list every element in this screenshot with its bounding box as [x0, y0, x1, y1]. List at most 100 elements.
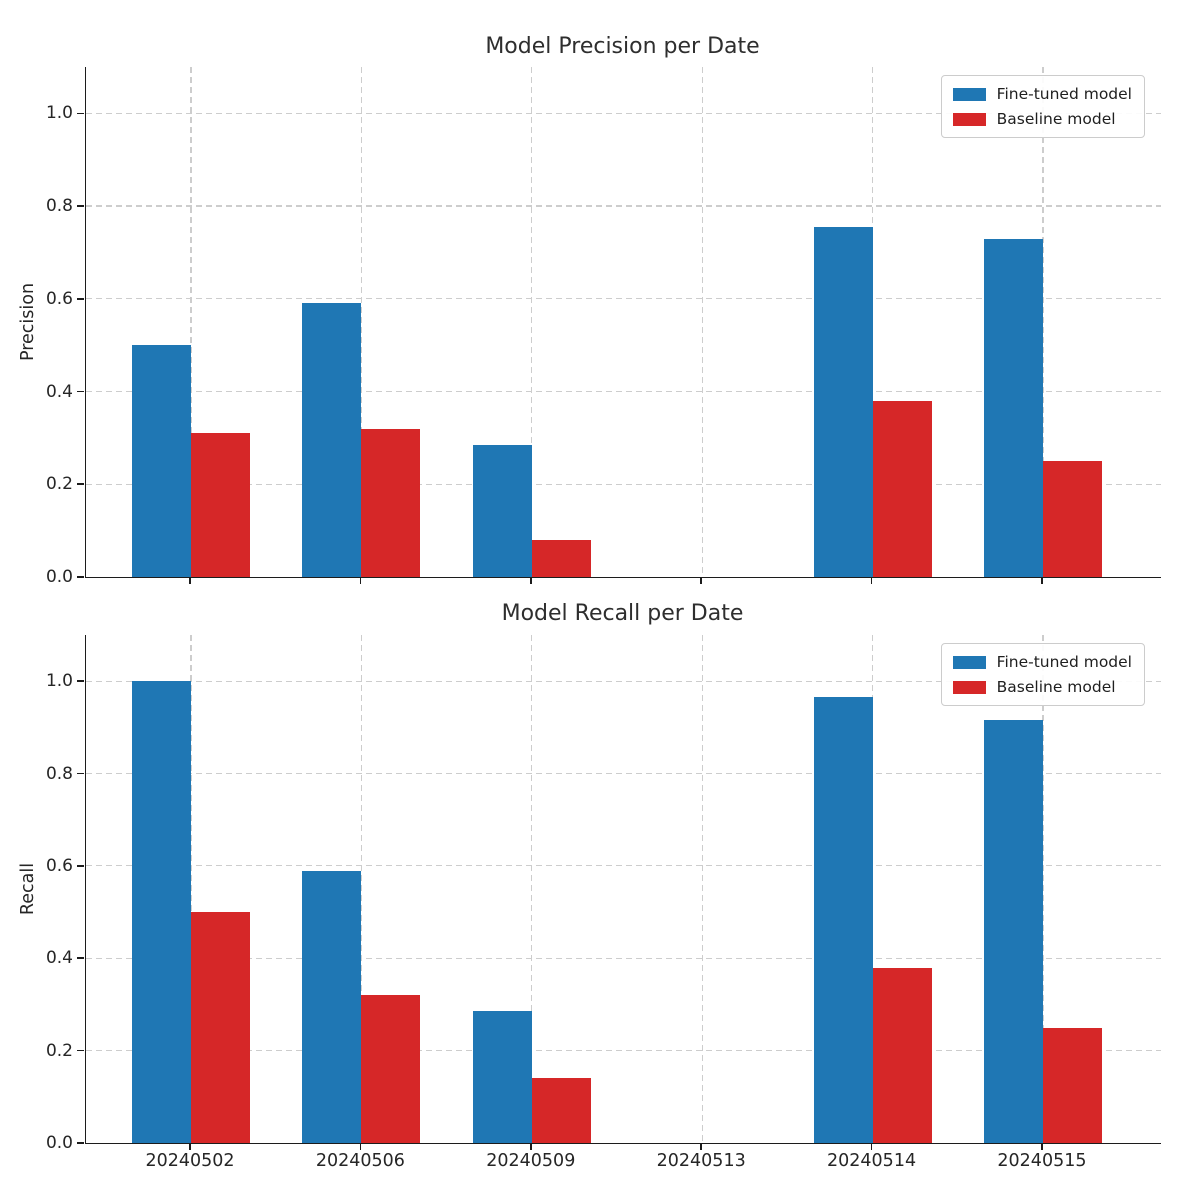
x-tick-label: 20240515 [997, 1151, 1087, 1171]
y-tick-mark [77, 390, 84, 393]
x-tick-label: 20240506 [315, 1151, 405, 1171]
y-tick-label: 0.2 [45, 1040, 73, 1061]
x-tick-mark [1041, 578, 1043, 584]
y-tick-label: 0.4 [45, 381, 73, 402]
x-tick-mark [530, 578, 532, 584]
y-gridline [86, 390, 1161, 393]
x-gridline [360, 67, 362, 577]
recall-chart-title: Model Recall per Date [501, 601, 744, 626]
x-gridline [1042, 67, 1044, 577]
y-tick-mark [77, 1142, 84, 1144]
y-gridline [86, 483, 1161, 485]
x-gridline [871, 635, 874, 1143]
x-gridline [1042, 635, 1044, 1143]
legend-label: Baseline model [996, 110, 1116, 128]
bar-fine-tuned-20240515 [983, 720, 1043, 1143]
x-gridline [190, 67, 192, 577]
legend-label: Baseline model [996, 678, 1116, 696]
x-tick-label: 20240513 [656, 1151, 746, 1171]
x-gridline [360, 635, 362, 1143]
x-gridline [531, 67, 533, 577]
y-gridline [86, 680, 1161, 682]
y-tick-mark [77, 680, 84, 682]
legend-label: Fine-tuned model [996, 653, 1132, 671]
precision-y-axis-label: Precision [18, 282, 38, 362]
y-gridline [86, 1050, 1161, 1052]
bar-baseline-20240514 [872, 400, 932, 577]
legend-row: Baseline model [952, 110, 1132, 128]
x-tick-mark [359, 578, 362, 584]
bar-baseline-20240514 [872, 967, 932, 1143]
bar-fine-tuned-20240509 [472, 444, 532, 577]
fine-tuned-swatch-icon [952, 655, 986, 669]
x-tick-mark [700, 1144, 702, 1150]
x-gridline [701, 67, 703, 577]
bar-baseline-20240515 [1042, 1027, 1102, 1143]
x-tick-mark [359, 1144, 362, 1150]
y-tick-mark [77, 1049, 84, 1052]
bar-baseline-20240509 [531, 539, 591, 577]
bar-baseline-20240506 [361, 428, 421, 577]
x-tick-label: 20240502 [145, 1151, 235, 1171]
legend-row: Fine-tuned model [952, 653, 1132, 671]
precision-plot-area: Fine-tuned model Baseline model [85, 67, 1161, 578]
y-tick-label: 0.2 [45, 474, 73, 495]
x-tick-mark [189, 1144, 191, 1150]
y-tick-label: 0.8 [45, 196, 73, 217]
x-gridline [190, 635, 192, 1143]
x-gridline [701, 635, 703, 1143]
recall-legend: Fine-tuned model Baseline model [940, 643, 1145, 706]
y-tick-label: 1.0 [45, 103, 73, 124]
x-gridline [531, 635, 533, 1143]
x-tick-mark [870, 578, 873, 584]
recall-y-axis-label: Recall [18, 862, 38, 916]
bar-baseline-20240509 [531, 1078, 591, 1143]
y-tick-label: 0.8 [45, 763, 73, 784]
x-tick-mark [870, 1144, 873, 1150]
y-gridline [86, 772, 1161, 775]
y-gridline [86, 112, 1161, 114]
y-tick-mark [77, 772, 84, 775]
bar-baseline-20240506 [361, 995, 421, 1143]
y-tick-mark [77, 483, 84, 486]
legend-row: Fine-tuned model [952, 85, 1132, 103]
bar-fine-tuned-20240506 [302, 870, 362, 1143]
bar-fine-tuned-20240502 [132, 681, 192, 1143]
legend-row: Baseline model [952, 678, 1132, 696]
y-tick-label: 1.0 [45, 671, 73, 692]
legend-label: Fine-tuned model [996, 85, 1132, 103]
x-tick-label: 20240509 [486, 1151, 576, 1171]
bar-fine-tuned-20240514 [813, 226, 873, 577]
y-gridline [86, 957, 1161, 959]
bar-baseline-20240502 [191, 912, 251, 1143]
y-gridline [86, 865, 1161, 867]
baseline-swatch-icon [952, 112, 986, 126]
y-tick-mark [77, 957, 84, 960]
recall-plot-area: Fine-tuned model Baseline model [85, 635, 1161, 1144]
bar-fine-tuned-20240502 [132, 345, 192, 577]
x-tick-mark [530, 1144, 532, 1150]
y-tick-label: 0.0 [45, 567, 73, 587]
bar-fine-tuned-20240514 [813, 697, 873, 1143]
bar-baseline-20240502 [191, 433, 251, 577]
precision-legend: Fine-tuned model Baseline model [940, 75, 1145, 138]
x-tick-mark [189, 578, 191, 584]
baseline-swatch-icon [952, 680, 986, 694]
bar-baseline-20240515 [1042, 461, 1102, 577]
y-tick-mark [77, 112, 84, 115]
fine-tuned-swatch-icon [952, 87, 986, 101]
y-gridline [86, 205, 1161, 207]
y-tick-label: 0.6 [45, 855, 73, 876]
y-tick-mark [77, 205, 84, 207]
y-tick-mark [77, 576, 84, 578]
precision-chart-title: Model Precision per Date [485, 34, 760, 59]
bar-fine-tuned-20240509 [472, 1011, 532, 1143]
x-tick-mark [1041, 1144, 1043, 1150]
y-tick-label: 0.6 [45, 288, 73, 309]
y-gridline [86, 298, 1161, 300]
y-tick-mark [77, 865, 84, 867]
y-tick-label: 0.0 [45, 1133, 73, 1153]
x-tick-label: 20240514 [827, 1151, 917, 1171]
bar-fine-tuned-20240506 [302, 303, 362, 577]
